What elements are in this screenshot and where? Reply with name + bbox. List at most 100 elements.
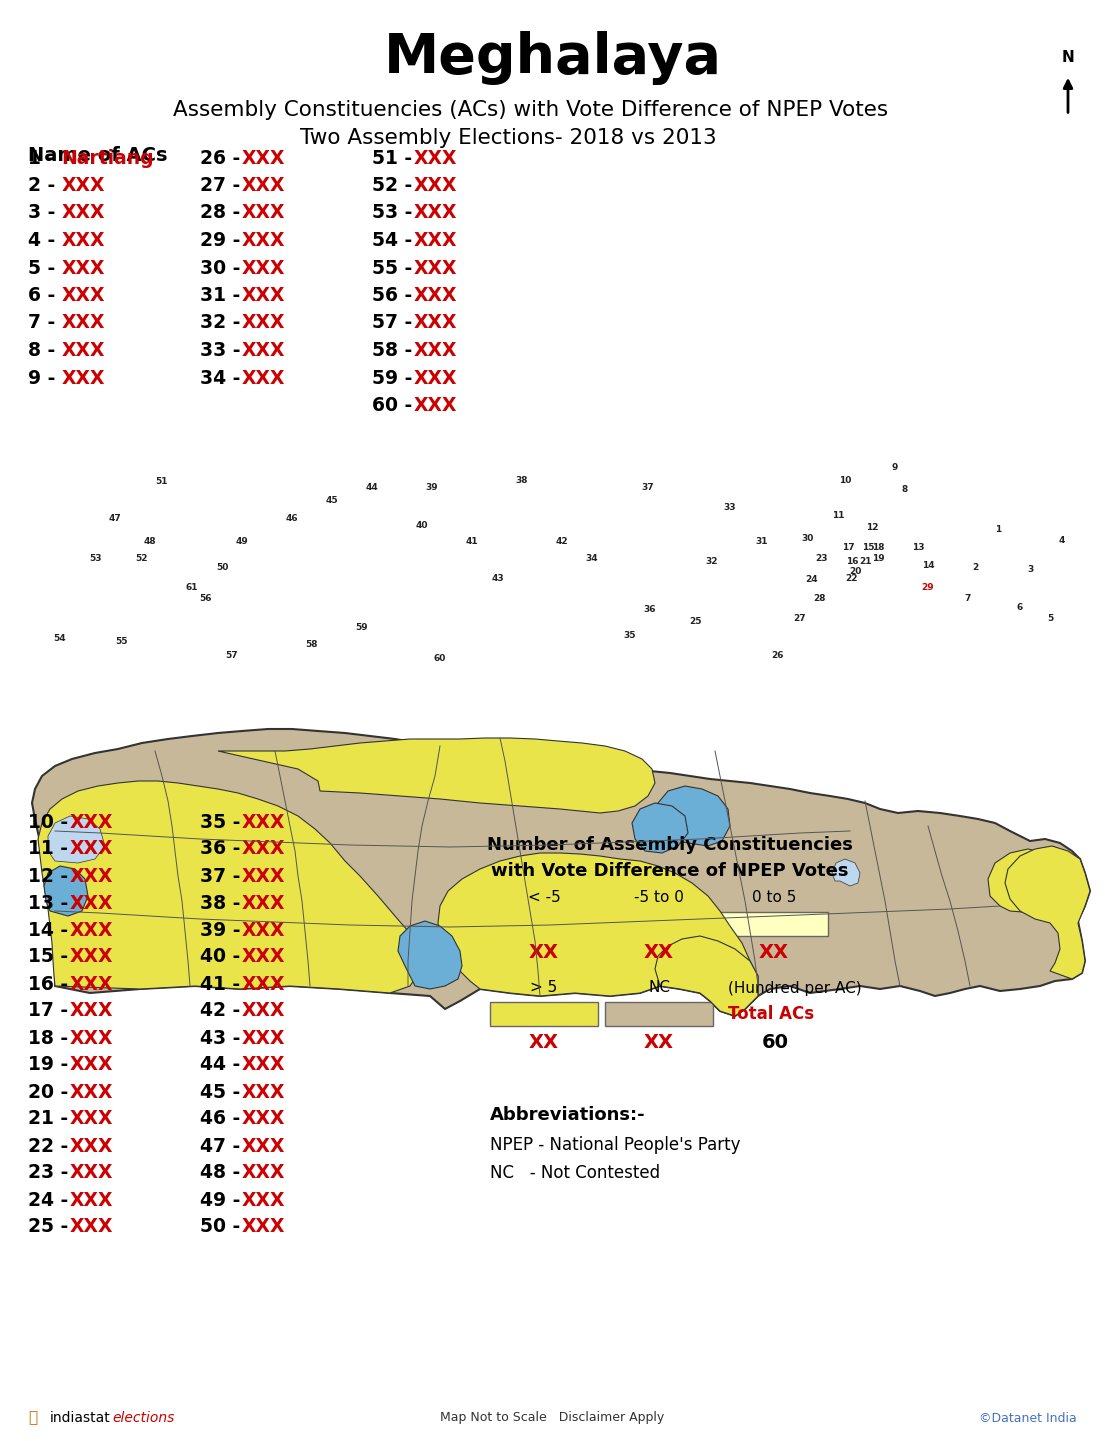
Text: 51 -: 51 - — [372, 148, 419, 167]
Text: 42: 42 — [556, 537, 568, 546]
Text: XXX: XXX — [413, 369, 457, 388]
Text: 53: 53 — [88, 553, 102, 562]
Text: XXX: XXX — [242, 1001, 285, 1020]
Text: 5: 5 — [1046, 614, 1053, 623]
Polygon shape — [48, 816, 105, 863]
Text: Number of Assembly Constituencies
with Vote Difference of NPEP Votes: Number of Assembly Constituencies with V… — [487, 836, 853, 879]
Text: 38: 38 — [516, 476, 528, 484]
Text: 44: 44 — [366, 484, 378, 493]
Text: 47 -: 47 - — [200, 1137, 246, 1156]
Text: XXX: XXX — [70, 1163, 113, 1183]
Text: 48 -: 48 - — [200, 1163, 246, 1183]
Text: 12 -: 12 - — [28, 866, 75, 886]
Text: XXX: XXX — [242, 921, 285, 940]
Text: 59: 59 — [356, 624, 368, 633]
Text: XXX: XXX — [61, 258, 105, 278]
Text: 4 -: 4 - — [28, 231, 62, 249]
Text: 10: 10 — [839, 476, 851, 484]
Text: XXX: XXX — [70, 974, 113, 993]
Text: 16: 16 — [845, 558, 859, 566]
Text: XXX: XXX — [70, 1190, 113, 1209]
Text: XXX: XXX — [61, 203, 105, 222]
Text: 38 -: 38 - — [200, 893, 246, 912]
Text: 20: 20 — [849, 568, 861, 576]
Text: XXX: XXX — [413, 148, 457, 167]
Text: 2 -: 2 - — [28, 176, 62, 195]
Text: 7 -: 7 - — [28, 314, 62, 333]
Text: XXX: XXX — [70, 1055, 113, 1075]
Text: 23: 23 — [815, 553, 829, 562]
Text: XXX: XXX — [242, 231, 285, 249]
Text: 22: 22 — [845, 574, 859, 582]
Text: 41 -: 41 - — [200, 974, 246, 993]
Bar — [490, 912, 598, 937]
Text: 15 -: 15 - — [28, 948, 75, 967]
Text: 56: 56 — [199, 594, 211, 602]
Polygon shape — [655, 937, 758, 1016]
Text: XXX: XXX — [242, 285, 285, 305]
Text: NC   - Not Contested: NC - Not Contested — [490, 1164, 660, 1182]
Text: 33 -: 33 - — [200, 342, 248, 360]
Polygon shape — [44, 866, 88, 916]
Text: 55: 55 — [116, 637, 128, 647]
Text: 23 -: 23 - — [28, 1163, 75, 1183]
Text: XXX: XXX — [70, 1218, 113, 1236]
Text: 60: 60 — [761, 1033, 789, 1052]
Text: 57 -: 57 - — [372, 314, 419, 333]
Text: XXX: XXX — [242, 1029, 285, 1048]
Text: 60: 60 — [434, 654, 446, 663]
Text: XX: XX — [529, 1033, 559, 1052]
Text: XXX: XXX — [61, 231, 105, 249]
Text: XXX: XXX — [242, 1110, 285, 1128]
Text: 13: 13 — [912, 543, 924, 552]
Text: 31: 31 — [756, 537, 768, 546]
Text: XXX: XXX — [242, 1190, 285, 1209]
Text: < -5: < -5 — [527, 891, 560, 905]
Polygon shape — [632, 803, 688, 853]
Text: XXX: XXX — [242, 974, 285, 993]
Text: XXX: XXX — [70, 921, 113, 940]
Text: Name of ACs: Name of ACs — [28, 146, 168, 166]
Text: XXX: XXX — [413, 258, 457, 278]
Text: 34 -: 34 - — [200, 369, 246, 388]
Text: 30: 30 — [802, 533, 814, 542]
Text: XXX: XXX — [70, 1001, 113, 1020]
Text: 36: 36 — [644, 605, 656, 614]
Text: 33: 33 — [724, 503, 736, 513]
Text: XXX: XXX — [61, 369, 105, 388]
Text: 17 -: 17 - — [28, 1001, 75, 1020]
Text: 40 -: 40 - — [200, 948, 246, 967]
Text: Map Not to Scale   Disclaimer Apply: Map Not to Scale Disclaimer Apply — [441, 1412, 664, 1425]
Text: XXX: XXX — [242, 840, 285, 859]
Text: 46 -: 46 - — [200, 1110, 246, 1128]
Text: 25: 25 — [688, 618, 702, 627]
Text: 26 -: 26 - — [200, 148, 246, 167]
Text: XXX: XXX — [413, 285, 457, 305]
Text: XXX: XXX — [70, 1110, 113, 1128]
Text: 6 -: 6 - — [28, 285, 62, 305]
Text: 4: 4 — [1059, 536, 1065, 545]
Text: XXX: XXX — [242, 1055, 285, 1075]
Polygon shape — [832, 859, 860, 886]
Text: 29: 29 — [922, 584, 935, 592]
Text: 26: 26 — [771, 650, 785, 660]
Polygon shape — [1006, 846, 1090, 978]
Text: XXX: XXX — [242, 948, 285, 967]
Text: 19 -: 19 - — [28, 1055, 75, 1075]
Polygon shape — [988, 849, 1069, 914]
Text: 25 -: 25 - — [28, 1218, 75, 1236]
Text: XXX: XXX — [61, 285, 105, 305]
Text: XXX: XXX — [70, 1137, 113, 1156]
Text: XXX: XXX — [242, 893, 285, 912]
Text: XXX: XXX — [413, 314, 457, 333]
Text: 35: 35 — [623, 631, 636, 640]
Text: 3 -: 3 - — [28, 203, 62, 222]
Text: Meghalaya: Meghalaya — [383, 30, 722, 85]
Text: 18: 18 — [872, 543, 884, 552]
Text: XXX: XXX — [242, 203, 285, 222]
Text: 3: 3 — [1027, 565, 1033, 575]
Text: XXX: XXX — [242, 1163, 285, 1183]
Text: 48: 48 — [144, 537, 156, 546]
Text: > 5: > 5 — [530, 980, 558, 996]
Text: XXX: XXX — [242, 314, 285, 333]
